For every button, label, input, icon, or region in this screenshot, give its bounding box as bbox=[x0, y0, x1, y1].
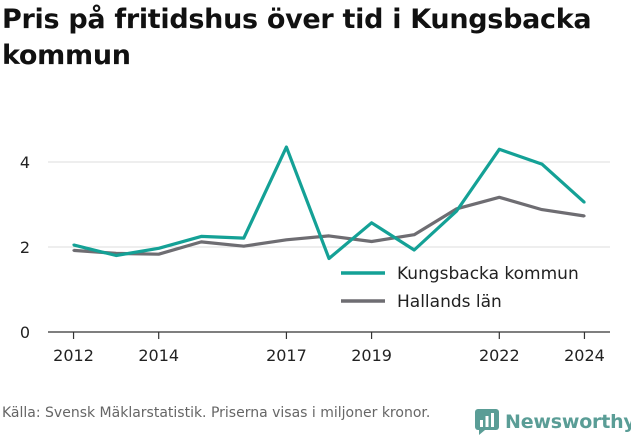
data-point bbox=[370, 221, 373, 224]
x-tick-label: 2024 bbox=[564, 346, 605, 365]
data-point bbox=[540, 208, 544, 211]
x-tick-label: 2022 bbox=[479, 346, 520, 365]
data-point bbox=[200, 235, 203, 238]
data-point bbox=[370, 240, 373, 243]
legend: Kungsbacka kommun Hallands län bbox=[341, 264, 579, 312]
data-point bbox=[583, 201, 586, 204]
data-point bbox=[72, 249, 75, 252]
x-tick-label: 2017 bbox=[266, 346, 307, 365]
brand-logo[interactable]: Newsworthy bbox=[475, 406, 631, 438]
y-tick-label: 4 bbox=[20, 153, 30, 172]
data-point bbox=[242, 236, 246, 240]
newsworthy-logo-icon bbox=[475, 409, 499, 435]
chart-title: Pris på fritidshus över tid i Kungsbacka… bbox=[2, 4, 592, 71]
legend-label: Kungsbacka kommun bbox=[397, 264, 579, 284]
data-point bbox=[200, 240, 203, 244]
data-point bbox=[498, 196, 501, 199]
data-point bbox=[412, 233, 416, 236]
axes: 0 2 4 2012 2014 2017 2019 2022 2024 bbox=[20, 153, 610, 365]
data-point bbox=[327, 234, 331, 238]
x-tick-label: 2014 bbox=[138, 346, 179, 365]
data-point bbox=[412, 248, 416, 252]
data-point bbox=[583, 214, 586, 218]
data-point bbox=[157, 253, 160, 256]
data-point bbox=[327, 257, 331, 260]
x-tick-label: 2019 bbox=[351, 346, 392, 365]
legend-label: Hallands län bbox=[397, 292, 502, 312]
brand-name: Newsworthy bbox=[505, 411, 631, 433]
data-point bbox=[157, 247, 160, 250]
source-note: Källa: Svensk Mäklarstatistik. Priserna … bbox=[2, 405, 431, 421]
data-point bbox=[498, 148, 501, 151]
data-point bbox=[285, 238, 288, 241]
series-line-hallands-län bbox=[73, 195, 585, 256]
series-line-kungsbacka-kommun bbox=[73, 145, 586, 261]
data-point bbox=[72, 243, 75, 247]
grid-lines bbox=[48, 161, 610, 248]
data-point bbox=[540, 162, 544, 166]
line-chart: 0 2 4 2012 2014 2017 2019 2022 2024 Kungsbacka k… bbox=[20, 145, 610, 365]
data-point bbox=[455, 209, 458, 213]
data-point bbox=[114, 254, 118, 257]
x-tick-label: 2012 bbox=[53, 346, 94, 365]
y-tick-label: 2 bbox=[20, 238, 30, 257]
series-lines bbox=[72, 145, 586, 261]
data-point bbox=[285, 145, 288, 149]
y-tick-label: 0 bbox=[20, 323, 30, 342]
data-point bbox=[242, 244, 246, 248]
